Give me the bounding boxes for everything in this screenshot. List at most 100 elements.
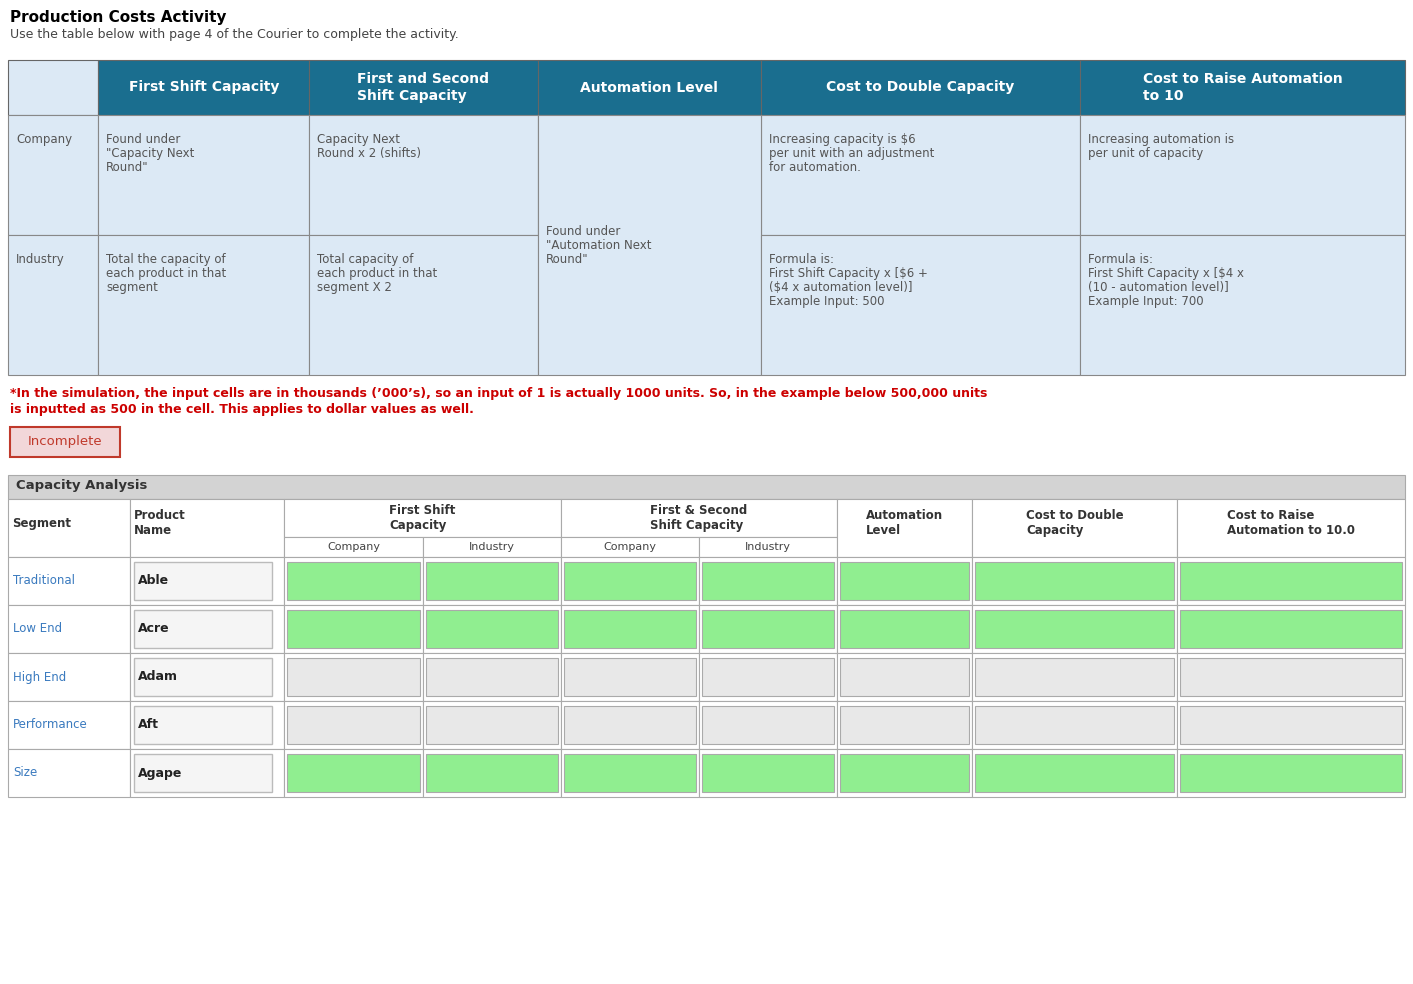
Bar xyxy=(284,537,422,557)
Text: Use the table below with page 4 of the Courier to complete the activity.: Use the table below with page 4 of the C… xyxy=(10,28,459,41)
Bar xyxy=(8,499,130,557)
Bar xyxy=(836,557,972,605)
Bar xyxy=(1180,610,1402,648)
Bar xyxy=(309,235,538,375)
Bar xyxy=(702,610,834,648)
Bar xyxy=(1177,701,1405,749)
Bar xyxy=(836,653,972,701)
Text: each product in that: each product in that xyxy=(317,267,438,280)
Text: Incomplete: Incomplete xyxy=(28,436,102,449)
Text: Round x 2 (shifts): Round x 2 (shifts) xyxy=(317,147,421,160)
Bar xyxy=(561,537,699,557)
Bar xyxy=(130,499,284,557)
Text: Agape: Agape xyxy=(137,767,182,779)
Bar xyxy=(422,653,561,701)
Text: per unit with an adjustment: per unit with an adjustment xyxy=(769,147,934,160)
Text: Cost to Double
Capacity: Cost to Double Capacity xyxy=(1026,509,1123,537)
Bar xyxy=(130,557,284,605)
Bar xyxy=(287,754,420,792)
Bar xyxy=(564,610,695,648)
Bar xyxy=(425,610,558,648)
Text: Industry: Industry xyxy=(16,253,65,266)
Bar xyxy=(699,605,836,653)
Bar xyxy=(287,562,420,600)
Text: segment X 2: segment X 2 xyxy=(317,281,391,294)
Text: Low End: Low End xyxy=(13,623,62,636)
Bar xyxy=(10,427,120,457)
Text: Segment: Segment xyxy=(11,517,71,529)
Text: per unit of capacity: per unit of capacity xyxy=(1088,147,1202,160)
Text: *In the simulation, the input cells are in thousands (’000’s), so an input of 1 : *In the simulation, the input cells are … xyxy=(10,387,988,400)
Bar xyxy=(130,701,284,749)
Text: is inputted as 500 in the cell. This applies to dollar values as well.: is inputted as 500 in the cell. This app… xyxy=(10,403,473,416)
Bar xyxy=(8,653,130,701)
Bar xyxy=(841,658,969,696)
Text: "Capacity Next: "Capacity Next xyxy=(106,147,195,160)
Bar xyxy=(422,537,561,557)
Bar xyxy=(8,235,99,375)
Bar xyxy=(975,706,1174,744)
Bar xyxy=(99,235,309,375)
Bar xyxy=(284,605,422,653)
Text: High End: High End xyxy=(13,670,66,684)
Bar xyxy=(836,749,972,797)
Bar xyxy=(702,562,834,600)
Text: Able: Able xyxy=(137,575,168,587)
Text: for automation.: for automation. xyxy=(769,161,861,174)
Bar xyxy=(699,557,836,605)
Text: Company: Company xyxy=(326,542,380,552)
Bar xyxy=(699,701,836,749)
Bar xyxy=(1080,115,1405,235)
Bar xyxy=(284,653,422,701)
Bar xyxy=(1177,749,1405,797)
Text: Performance: Performance xyxy=(13,718,88,731)
Text: each product in that: each product in that xyxy=(106,267,226,280)
Text: segment: segment xyxy=(106,281,158,294)
Text: (10 - automation level)]: (10 - automation level)] xyxy=(1088,281,1228,294)
Bar xyxy=(564,754,695,792)
Bar xyxy=(538,115,760,375)
Bar xyxy=(8,115,99,235)
Text: First Shift
Capacity: First Shift Capacity xyxy=(390,504,456,532)
Bar xyxy=(309,60,538,115)
Bar xyxy=(1080,235,1405,375)
Bar xyxy=(134,658,273,696)
Bar xyxy=(841,706,969,744)
Text: ($4 x automation level)]: ($4 x automation level)] xyxy=(769,281,913,294)
Bar xyxy=(538,115,760,235)
Bar xyxy=(8,701,130,749)
Text: Capacity Analysis: Capacity Analysis xyxy=(16,479,147,492)
Text: Found under: Found under xyxy=(545,225,620,238)
Bar xyxy=(975,610,1174,648)
Bar xyxy=(564,706,695,744)
Text: Total capacity of: Total capacity of xyxy=(317,253,414,266)
Bar xyxy=(702,658,834,696)
Text: First Shift Capacity: First Shift Capacity xyxy=(129,81,278,94)
Bar xyxy=(561,499,836,537)
Bar xyxy=(8,605,130,653)
Bar xyxy=(284,499,561,537)
Bar xyxy=(702,754,834,792)
Bar xyxy=(564,562,695,600)
Bar xyxy=(561,557,699,605)
Text: Industry: Industry xyxy=(469,542,514,552)
Bar xyxy=(134,610,273,648)
Bar xyxy=(699,653,836,701)
Bar xyxy=(287,706,420,744)
Bar xyxy=(975,562,1174,600)
Bar xyxy=(134,562,273,600)
Bar xyxy=(8,475,1405,499)
Text: Product
Name: Product Name xyxy=(134,509,185,537)
Bar xyxy=(972,749,1177,797)
Text: Production Costs Activity: Production Costs Activity xyxy=(10,10,226,25)
Bar xyxy=(1180,706,1402,744)
Bar xyxy=(1180,658,1402,696)
Bar xyxy=(1177,557,1405,605)
Bar xyxy=(309,115,538,235)
Text: Company: Company xyxy=(16,133,72,146)
Text: Size: Size xyxy=(13,767,37,779)
Bar xyxy=(1177,499,1405,557)
Bar xyxy=(564,658,695,696)
Bar xyxy=(284,557,422,605)
Text: Example Input: 700: Example Input: 700 xyxy=(1088,295,1204,308)
